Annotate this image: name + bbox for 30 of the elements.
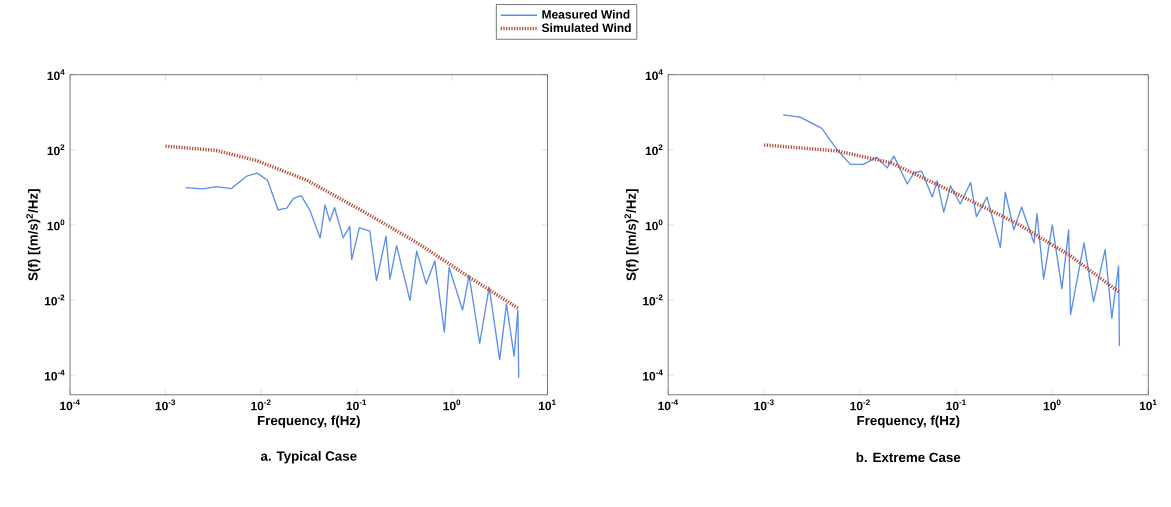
x-tick-label: 10$^{-4}$ (658, 399, 679, 411)
x-tick-label: 10$^{-2}$ (850, 399, 870, 411)
y-tick-label: 10$^{2}$ (47, 144, 65, 156)
text: b. Extreme Case (856, 452, 961, 463)
x-tick-label: 10$^{-1}$ (346, 399, 367, 411)
x-axis-title: Frequency, f(Hz) (857, 415, 960, 428)
y-tick-label: 10$^{-4}$ (643, 369, 663, 381)
text: a. Typical Case (260, 451, 357, 464)
x-tick-label: 10$^{1}$ (539, 399, 556, 411)
x-tick-label: 10$^{-2}$ (251, 399, 271, 411)
x-tick-label: 10$^{-3}$ (155, 399, 176, 411)
x-tick-label: 10$^{-1}$ (946, 399, 966, 411)
x-tick-label: 10$^{-4}$ (60, 399, 80, 411)
x-tick-label: 10$^{1}$ (1139, 399, 1157, 411)
y-tick-label: 10$^{0}$ (645, 219, 663, 231)
y-tick-label: 10$^{-2}$ (44, 294, 65, 306)
x-tick-label: 10$^{0}$ (1043, 399, 1061, 411)
x-tick-label: 10$^{-3}$ (754, 399, 774, 411)
y-tick-label: 10$^{-4}$ (44, 369, 65, 381)
x-tick-label: 10$^{0}$ (443, 399, 461, 411)
y-tick-label: 10$^{4}$ (47, 69, 65, 81)
legend-label: Simulated Wind (541, 23, 631, 33)
legend-label: Measured Wind (542, 9, 630, 19)
y-axis-title: S(f) [(m/s)$^{2}$/Hz] (624, 189, 639, 281)
y-axis-title: S(f) [(m/s)$^{2}$/Hz] (26, 189, 41, 281)
y-tick-label: 10$^{-2}$ (643, 294, 663, 306)
x-axis-title: Frequency, f(Hz) (257, 415, 360, 428)
y-tick-label: 10$^{2}$ (645, 144, 663, 156)
y-tick-label: 10$^{0}$ (47, 219, 65, 231)
y-tick-label: 10$^{4}$ (645, 69, 663, 81)
